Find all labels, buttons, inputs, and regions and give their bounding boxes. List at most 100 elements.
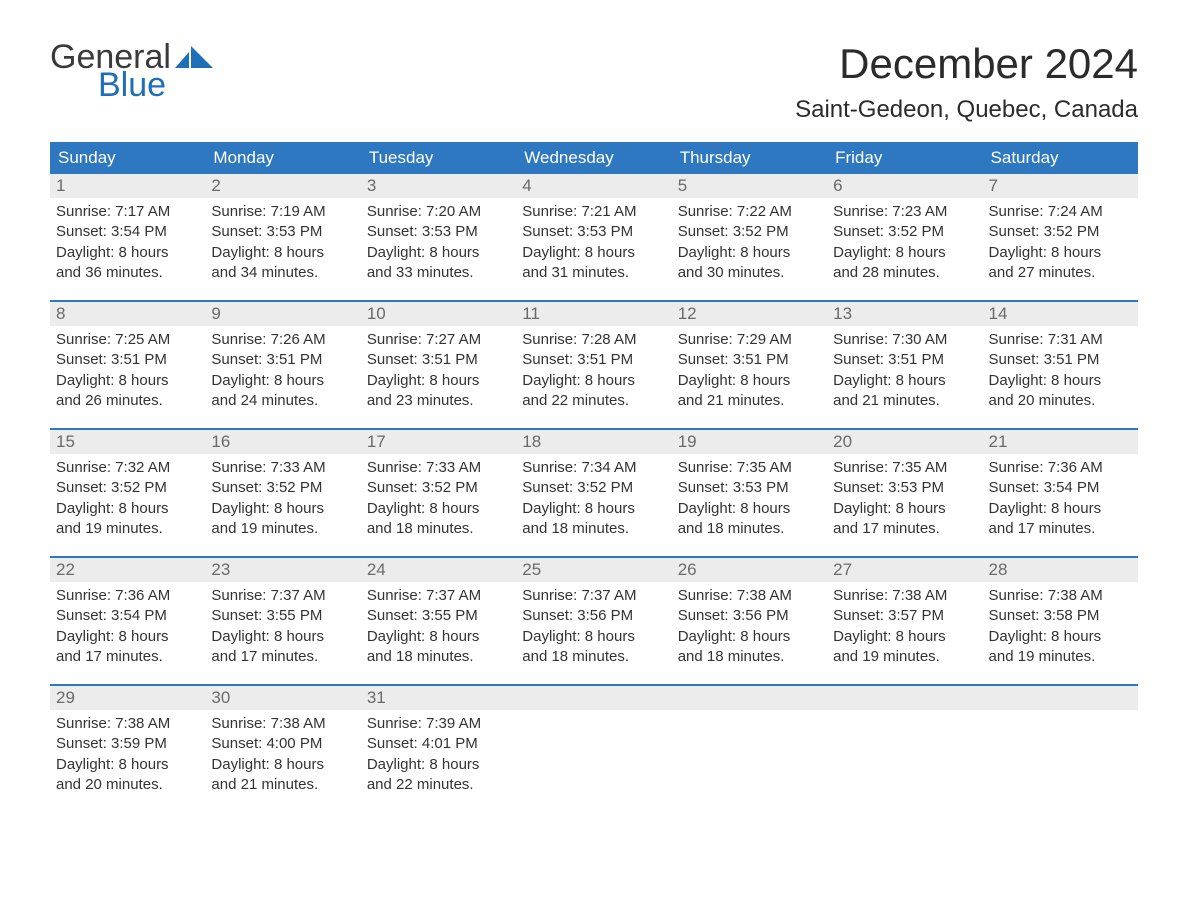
day-number-row: 28 (983, 558, 1138, 582)
sunrise-line: Sunrise: 7:37 AM (522, 586, 665, 606)
day-number-row: 23 (205, 558, 360, 582)
daylight-line-2: and 18 minutes. (367, 519, 510, 539)
day-number: 19 (678, 432, 697, 451)
day-number: 23 (211, 560, 230, 579)
day-content: Sunrise: 7:38 AMSunset: 3:58 PMDaylight:… (983, 582, 1138, 675)
daylight-line-2: and 28 minutes. (833, 263, 976, 283)
weekday-header: Sunday (50, 142, 205, 174)
day-content: Sunrise: 7:25 AMSunset: 3:51 PMDaylight:… (50, 326, 205, 419)
day-number-row: 15 (50, 430, 205, 454)
day-content: Sunrise: 7:32 AMSunset: 3:52 PMDaylight:… (50, 454, 205, 547)
sunset-line: Sunset: 3:55 PM (211, 606, 354, 626)
calendar-day: 8 Sunrise: 7:25 AMSunset: 3:51 PMDaylight… (50, 302, 205, 428)
sunrise-line: Sunrise: 7:35 AM (678, 458, 821, 478)
sunrise-line: Sunrise: 7:39 AM (367, 714, 510, 734)
day-content: Sunrise: 7:22 AMSunset: 3:52 PMDaylight:… (672, 198, 827, 291)
calendar-day: 19 Sunrise: 7:35 AMSunset: 3:53 PMDayligh… (672, 430, 827, 556)
day-content: Sunrise: 7:37 AMSunset: 3:56 PMDaylight:… (516, 582, 671, 675)
day-number-row: 2 (205, 174, 360, 198)
sunset-line: Sunset: 3:54 PM (989, 478, 1132, 498)
day-content: Sunrise: 7:23 AMSunset: 3:52 PMDaylight:… (827, 198, 982, 291)
sunset-line: Sunset: 3:51 PM (367, 350, 510, 370)
day-number: 16 (211, 432, 230, 451)
day-number-row: . (672, 686, 827, 710)
sunset-line: Sunset: 3:52 PM (989, 222, 1132, 242)
day-content: Sunrise: 7:34 AMSunset: 3:52 PMDaylight:… (516, 454, 671, 547)
daylight-line-2: and 18 minutes. (678, 647, 821, 667)
sunset-line: Sunset: 3:56 PM (678, 606, 821, 626)
calendar-day: 3Sunrise: 7:20 AMSunset: 3:53 PMDaylight… (361, 174, 516, 300)
day-number-row: 26 (672, 558, 827, 582)
daylight-line-2: and 36 minutes. (56, 263, 199, 283)
day-number-row: 29 (50, 686, 205, 710)
sunrise-line: Sunrise: 7:33 AM (211, 458, 354, 478)
daylight-line-1: Daylight: 8 hours (367, 627, 510, 647)
calendar-day: 2Sunrise: 7:19 AMSunset: 3:53 PMDaylight… (205, 174, 360, 300)
day-number: 28 (989, 560, 1008, 579)
sunrise-line: Sunrise: 7:23 AM (833, 202, 976, 222)
daylight-line-1: Daylight: 8 hours (522, 371, 665, 391)
sunrise-line: Sunrise: 7:38 AM (211, 714, 354, 734)
day-number-row: 24 (361, 558, 516, 582)
day-number: 12 (678, 304, 697, 323)
day-content: Sunrise: 7:35 AMSunset: 3:53 PMDaylight:… (827, 454, 982, 547)
daylight-line-1: Daylight: 8 hours (678, 499, 821, 519)
calendar-day: 10Sunrise: 7:27 AMSunset: 3:51 PMDayligh… (361, 302, 516, 428)
daylight-line-1: Daylight: 8 hours (56, 499, 199, 519)
day-number-row: 1 (50, 174, 205, 198)
day-number-row: 30 (205, 686, 360, 710)
daylight-line-1: Daylight: 8 hours (522, 243, 665, 263)
day-content: Sunrise: 7:38 AMSunset: 3:59 PMDaylight:… (50, 710, 205, 803)
sunset-line: Sunset: 3:51 PM (56, 350, 199, 370)
daylight-line-2: and 19 minutes. (833, 647, 976, 667)
daylight-line-2: and 21 minutes. (678, 391, 821, 411)
sunrise-line: Sunrise: 7:24 AM (989, 202, 1132, 222)
daylight-line-2: and 31 minutes. (522, 263, 665, 283)
day-number-row: 3 (361, 174, 516, 198)
calendar-page: General Blue December 2024 Saint-Gedeon,… (0, 0, 1188, 872)
calendar-day: 7Sunrise: 7:24 AMSunset: 3:52 PMDaylight… (983, 174, 1138, 300)
daylight-line-1: Daylight: 8 hours (211, 499, 354, 519)
daylight-line-2: and 19 minutes. (989, 647, 1132, 667)
day-number-row: . (827, 686, 982, 710)
daylight-line-1: Daylight: 8 hours (211, 371, 354, 391)
sunrise-line: Sunrise: 7:36 AM (56, 586, 199, 606)
calendar-day: 6Sunrise: 7:23 AMSunset: 3:52 PMDaylight… (827, 174, 982, 300)
daylight-line-1: Daylight: 8 hours (989, 371, 1132, 391)
day-content: Sunrise: 7:19 AMSunset: 3:53 PMDaylight:… (205, 198, 360, 291)
day-number: 26 (678, 560, 697, 579)
calendar-day: 26Sunrise: 7:38 AMSunset: 3:56 PMDayligh… (672, 558, 827, 684)
sunset-line: Sunset: 3:54 PM (56, 606, 199, 626)
calendar-day: 30Sunrise: 7:38 AMSunset: 4:00 PMDayligh… (205, 686, 360, 812)
day-number-row: 18 (516, 430, 671, 454)
daylight-line-2: and 34 minutes. (211, 263, 354, 283)
daylight-line-1: Daylight: 8 hours (211, 243, 354, 263)
day-number: 25 (522, 560, 541, 579)
day-number-row: . (516, 686, 671, 710)
daylight-line-2: and 19 minutes. (211, 519, 354, 539)
sunset-line: Sunset: 3:53 PM (367, 222, 510, 242)
daylight-line-1: Daylight: 8 hours (833, 371, 976, 391)
sunrise-line: Sunrise: 7:19 AM (211, 202, 354, 222)
sunset-line: Sunset: 3:51 PM (211, 350, 354, 370)
sunrise-line: Sunrise: 7:20 AM (367, 202, 510, 222)
sunrise-line: Sunrise: 7:26 AM (211, 330, 354, 350)
daylight-line-2: and 18 minutes. (522, 519, 665, 539)
sunrise-line: Sunrise: 7:33 AM (367, 458, 510, 478)
daylight-line-1: Daylight: 8 hours (367, 499, 510, 519)
weekday-header: Thursday (672, 142, 827, 174)
day-content: Sunrise: 7:28 AMSunset: 3:51 PMDaylight:… (516, 326, 671, 419)
calendar-grid: SundayMondayTuesdayWednesdayThursdayFrid… (50, 142, 1138, 812)
day-number-row: 20 (827, 430, 982, 454)
day-number: 4 (522, 176, 531, 195)
day-number: 8 (56, 304, 65, 323)
daylight-line-1: Daylight: 8 hours (56, 627, 199, 647)
sunset-line: Sunset: 3:58 PM (989, 606, 1132, 626)
day-content: Sunrise: 7:35 AMSunset: 3:53 PMDaylight:… (672, 454, 827, 547)
day-number: 18 (522, 432, 541, 451)
sunset-line: Sunset: 3:51 PM (522, 350, 665, 370)
sunrise-line: Sunrise: 7:37 AM (211, 586, 354, 606)
weekday-header: Tuesday (361, 142, 516, 174)
daylight-line-1: Daylight: 8 hours (833, 499, 976, 519)
sunrise-line: Sunrise: 7:38 AM (833, 586, 976, 606)
